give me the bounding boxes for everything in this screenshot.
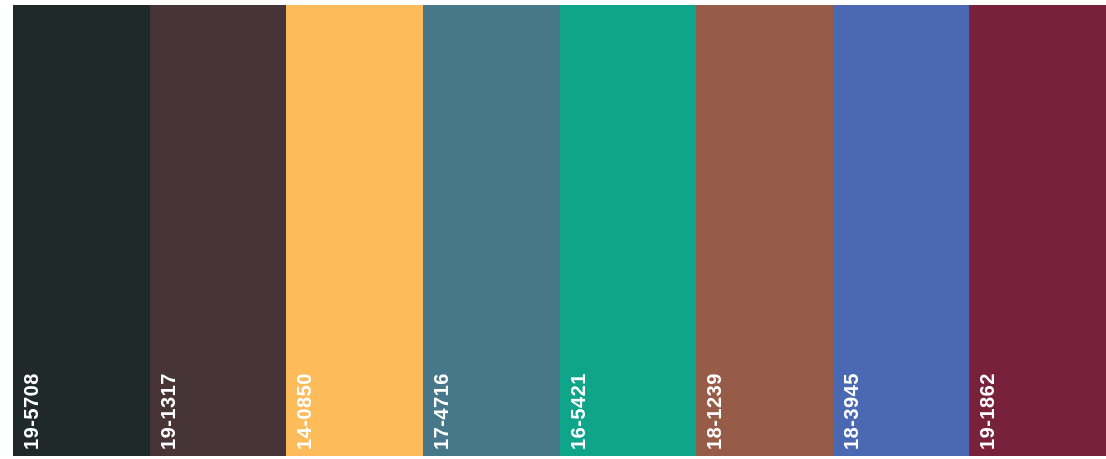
color-palette: 19-5708 19-1317 14-0850 17-4716 16-5421 … — [13, 5, 1106, 456]
swatch-code: 17-4716 — [430, 373, 453, 450]
swatch-code: 19-1862 — [977, 373, 1000, 450]
swatch-6: 18-1239 — [696, 5, 833, 456]
swatch-8: 19-1862 — [969, 5, 1106, 456]
swatch-code: 14-0850 — [294, 373, 317, 450]
swatch-4: 17-4716 — [422, 5, 560, 456]
swatch-3: 14-0850 — [286, 5, 423, 456]
swatch-code: 18-3945 — [840, 373, 863, 450]
swatch-code: 19-5708 — [21, 373, 43, 450]
swatch-7: 18-3945 — [832, 5, 970, 456]
swatch-code: 16-5421 — [567, 373, 590, 450]
swatch-2: 19-1317 — [149, 5, 287, 456]
swatch-1: 19-5708 — [13, 5, 150, 456]
swatch-code: 19-1317 — [157, 373, 180, 450]
swatch-code: 18-1239 — [704, 373, 727, 450]
swatch-5: 16-5421 — [559, 5, 697, 456]
